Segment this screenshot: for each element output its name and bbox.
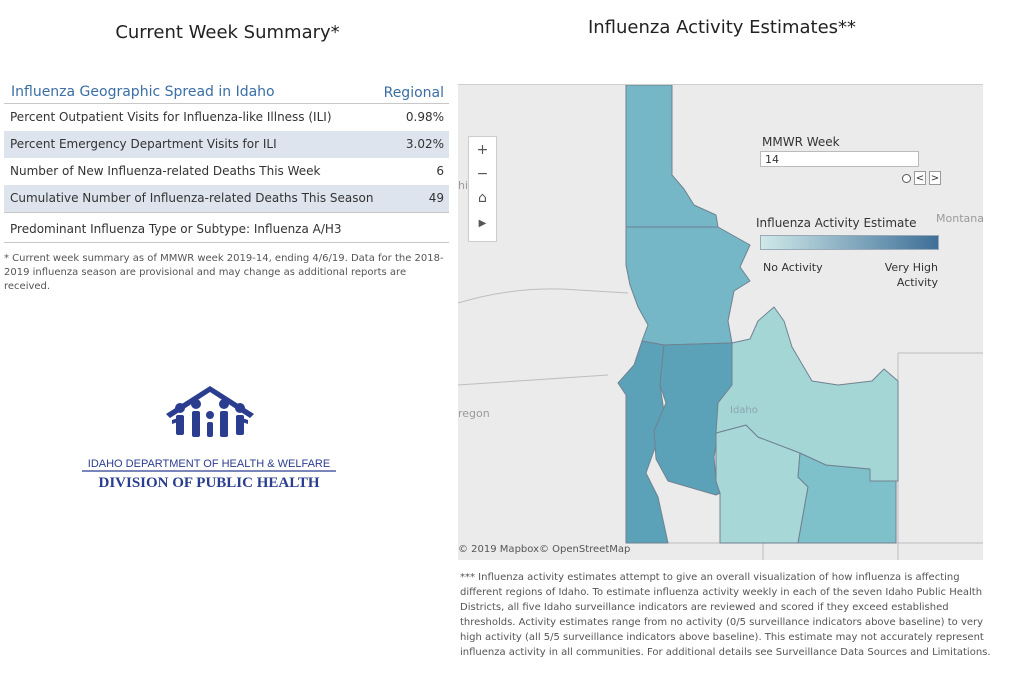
summary-title: Current Week Summary*: [115, 22, 340, 43]
legend-high-label: Very High Activity: [884, 261, 938, 289]
base-label-oregon: regon: [458, 407, 490, 420]
idhw-logo: IDAHO DEPARTMENT OF HEALTH & WELFARE DIV…: [80, 382, 338, 492]
map-note: *** Influenza activity estimates attempt…: [460, 572, 991, 658]
idaho-map[interactable]: hin Montana regon Idaho: [458, 85, 983, 560]
row-label: Number of New Influenza-related Deaths T…: [10, 164, 321, 178]
predominant-type-row: Predominant Influenza Type or Subtype: I…: [4, 213, 449, 243]
mmwr-week-input[interactable]: [760, 151, 919, 167]
row-label: Percent Emergency Department Visits for …: [10, 137, 277, 151]
predominant-type-text: Predominant Influenza Type or Subtype: I…: [10, 222, 342, 236]
play-icon[interactable]: ▶: [478, 218, 487, 229]
next-week-button[interactable]: >: [929, 171, 941, 185]
family-logo-icon: IDAHO DEPARTMENT OF HEALTH & WELFARE DIV…: [82, 386, 336, 491]
row-label: Percent Outpatient Visits for Influenza-…: [10, 110, 332, 124]
table-row: Number of New Influenza-related Deaths T…: [4, 158, 449, 185]
mmwr-week-label: MMWR Week: [762, 135, 840, 149]
legend-title: Influenza Activity Estimate: [756, 216, 917, 230]
zoom-in-button[interactable]: +: [476, 142, 489, 158]
summary-footnote: * Current week summary as of MMWR week 2…: [4, 253, 444, 292]
table-header: Influenza Geographic Spread in Idaho Reg…: [4, 80, 449, 104]
base-label-idaho: Idaho: [730, 405, 758, 416]
legend-low-label: No Activity: [763, 261, 823, 274]
logo-line1: IDAHO DEPARTMENT OF HEALTH & WELFARE: [88, 458, 330, 470]
prev-week-button[interactable]: <: [914, 171, 926, 185]
row-value: 6: [436, 164, 444, 178]
map-attribution[interactable]: © 2019 Mapbox© OpenStreetMap: [458, 544, 631, 555]
row-label: Cumulative Number of Influenza-related D…: [10, 191, 374, 205]
district-7[interactable]: [715, 306, 899, 482]
summary-table: Influenza Geographic Spread in Idaho Reg…: [4, 80, 449, 243]
district-1[interactable]: [625, 85, 719, 228]
zoom-controls: + − ⌂ ▶: [468, 136, 497, 242]
column-header-regional: Regional: [383, 85, 444, 101]
logo-line2: DIVISION OF PUBLIC HEALTH: [98, 475, 319, 491]
home-icon[interactable]: ⌂: [478, 190, 487, 206]
table-row: Percent Outpatient Visits for Influenza-…: [4, 104, 449, 131]
table-row: Percent Emergency Department Visits for …: [4, 131, 449, 158]
week-slider-handle[interactable]: [902, 174, 911, 183]
legend-color-ramp: [760, 235, 939, 250]
table-row: Cumulative Number of Influenza-related D…: [4, 185, 449, 213]
district-2[interactable]: [625, 226, 751, 346]
table-heading: Influenza Geographic Spread in Idaho: [11, 84, 275, 100]
row-value: 49: [428, 191, 444, 205]
map-title: Influenza Activity Estimates**: [587, 17, 857, 38]
base-label-montana: Montana: [936, 212, 983, 225]
zoom-out-button[interactable]: −: [476, 166, 489, 182]
row-value: 0.98%: [405, 110, 444, 124]
row-value: 3.02%: [405, 137, 444, 151]
